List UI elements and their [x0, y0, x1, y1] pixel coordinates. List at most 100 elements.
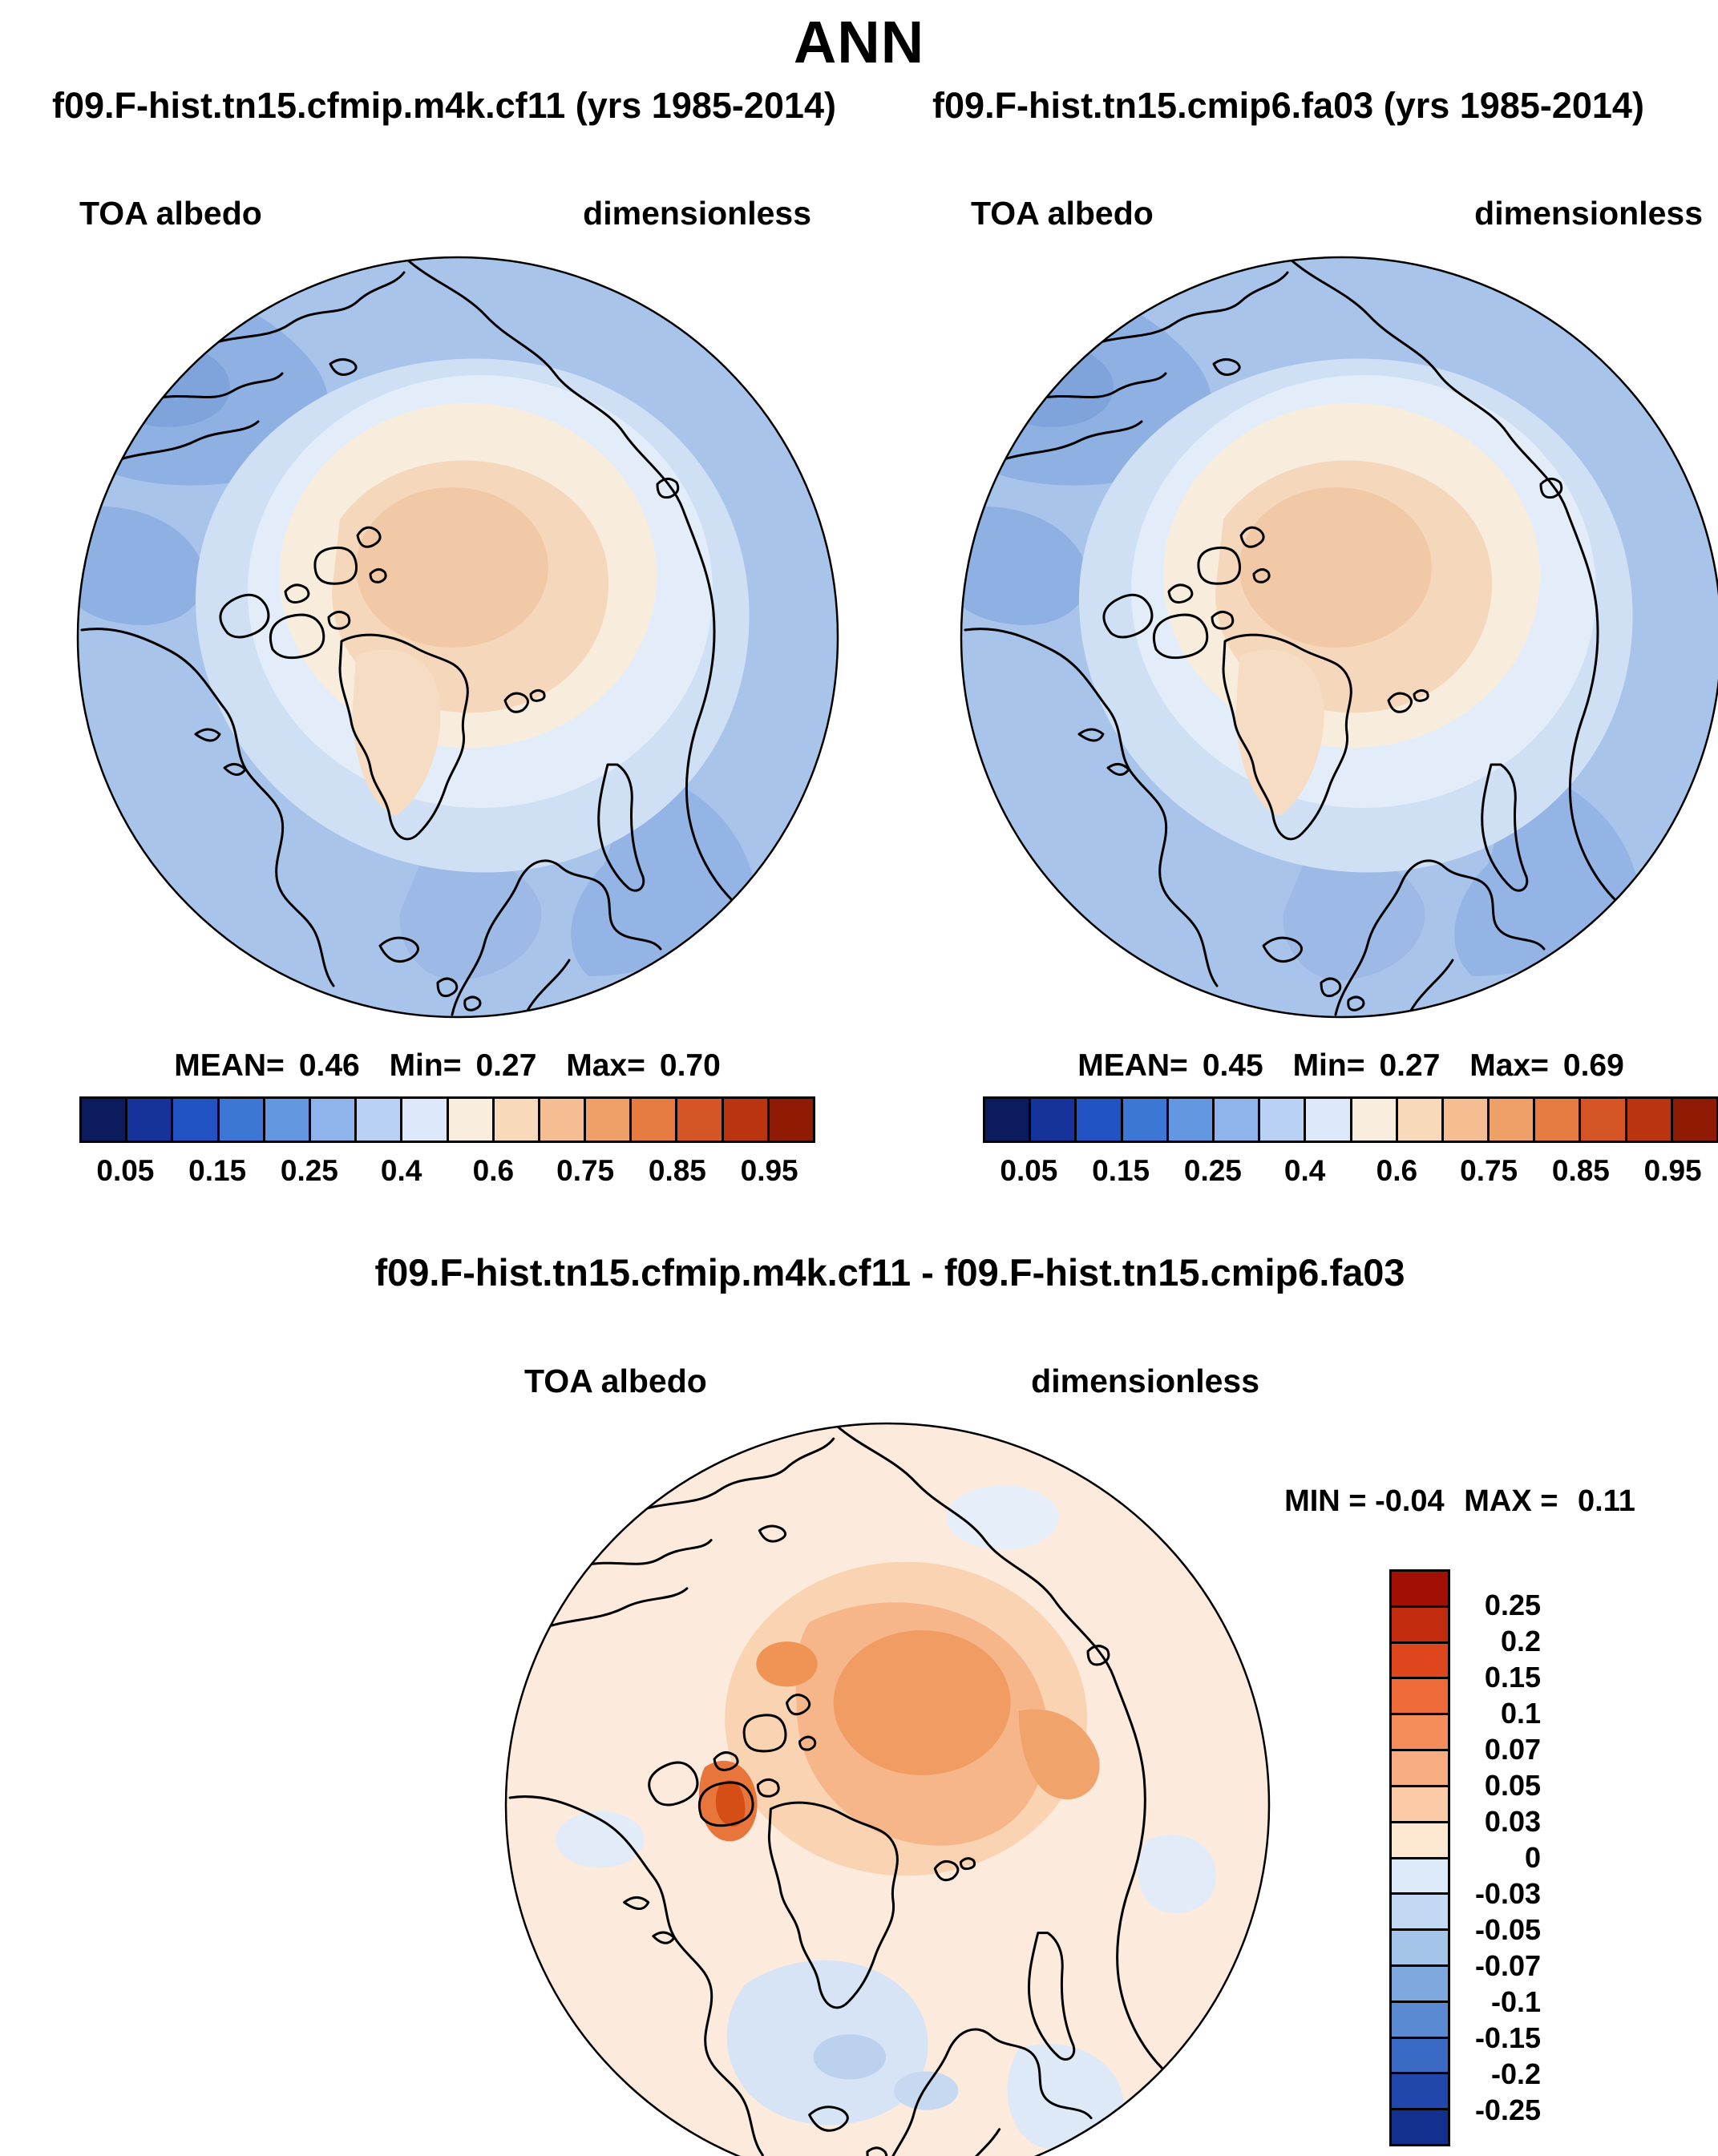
right-min-label: Min=	[1292, 1048, 1365, 1083]
diff-colorbar	[1389, 1569, 1450, 2146]
colorbar-tick-label: 0.6	[1376, 1154, 1418, 1187]
colorbar-segment	[586, 1099, 633, 1141]
diff-polar-map	[503, 1421, 1271, 2156]
colorbar-segment	[1306, 1099, 1352, 1141]
colorbar-segment	[1627, 1099, 1673, 1141]
colorbar-segment	[494, 1099, 540, 1141]
colorbar-tick-label: 0.95	[740, 1154, 798, 1187]
colorbar-segment	[1392, 1607, 1448, 1644]
right-mean-label: MEAN=	[1077, 1048, 1188, 1083]
diff-panel-title: f09.F-hist.tn15.cfmip.m4k.cf11 - f09.F-h…	[374, 1251, 1405, 1294]
left-albedo-colorbar-ticks: 0.05 0.15 0.25 0.4 0.6 0.75 0.85 0.95	[79, 1154, 815, 1194]
colorbar-segment	[1077, 1099, 1123, 1141]
right-albedo-colorbar-ticks: 0.05 0.15 0.25 0.4 0.6 0.75 0.85 0.95	[983, 1154, 1718, 1194]
colorbar-segment	[1260, 1099, 1307, 1141]
colorbar-segment	[1214, 1099, 1261, 1141]
left-polar-map	[75, 255, 840, 1019]
colorbar-tick-label: -0.03	[1474, 1877, 1541, 1910]
colorbar-segment	[402, 1099, 449, 1141]
colorbar-segment	[1535, 1099, 1582, 1141]
colorbar-tick-label: -0.07	[1474, 1949, 1541, 1982]
diff-variable-label: TOA albedo	[524, 1363, 707, 1399]
right-variable-label: TOA albedo	[971, 195, 1154, 232]
colorbar-tick-label: -0.05	[1474, 1913, 1541, 1946]
colorbar-tick-label: 0.15	[1092, 1154, 1150, 1187]
right-panel-title: f09.F-hist.tn15.cmip6.fa03 (yrs 1985-201…	[932, 85, 1644, 126]
colorbar-segment	[1392, 1751, 1448, 1787]
left-min-value: 0.27	[475, 1048, 537, 1083]
right-polar-map	[959, 255, 1718, 1019]
colorbar-tick-label: 0.15	[188, 1154, 247, 1187]
colorbar-tick-label: 0.85	[1551, 1154, 1610, 1187]
colorbar-tick-label: 0.2	[1500, 1625, 1541, 1657]
right-polar-map-svg	[960, 256, 1718, 1019]
colorbar-segment	[1168, 1099, 1215, 1141]
colorbar-segment	[82, 1099, 128, 1141]
colorbar-segment	[265, 1099, 311, 1141]
colorbar-tick-label: 0.85	[648, 1154, 706, 1187]
colorbar-segment	[127, 1099, 174, 1141]
colorbar-segment	[1392, 1931, 1448, 1967]
colorbar-segment	[540, 1099, 587, 1141]
colorbar-tick-label: 0.05	[1000, 1154, 1058, 1187]
colorbar-segment	[769, 1099, 813, 1141]
right-min-value: 0.27	[1379, 1048, 1441, 1083]
colorbar-segment	[1392, 1572, 1448, 1608]
colorbar-segment	[1352, 1099, 1398, 1141]
colorbar-tick-label: -0.2	[1490, 2057, 1541, 2090]
colorbar-segment	[1392, 1679, 1448, 1716]
left-min-label: Min=	[389, 1048, 462, 1083]
left-mean-value: 0.46	[298, 1048, 360, 1083]
diff-colorbar-ticks: 0.25 0.2 0.15 0.1 0.07 0.05 0.03 0 -0.03 -0.05 -0.…	[1461, 1569, 1541, 2146]
colorbar-segment	[1490, 1099, 1536, 1141]
colorbar-segment	[632, 1099, 678, 1141]
colorbar-segment	[1581, 1099, 1627, 1141]
colorbar-segment	[1392, 1966, 1448, 2003]
colorbar-segment	[1392, 1715, 1448, 1752]
diff-units-label: dimensionless	[1031, 1363, 1259, 1399]
colorbar-tick-label: 0.25	[1183, 1154, 1242, 1187]
colorbar-segment	[1392, 2110, 1448, 2144]
left-var-row: TOA albedo dimensionless	[79, 195, 811, 232]
colorbar-segment	[1397, 1099, 1444, 1141]
colorbar-tick-label: 0.4	[380, 1154, 422, 1187]
page-title: ANN	[793, 9, 925, 75]
diff-stats-row: MIN = -0.04 MAX = 0.11	[1259, 1484, 1660, 1519]
colorbar-tick-label: 0.15	[1484, 1661, 1541, 1694]
colorbar-segment	[985, 1099, 1032, 1141]
diff-polar-map-svg	[504, 1422, 1271, 2156]
colorbar-tick-label: 0	[1524, 1841, 1541, 1874]
diff-max-label: MAX =	[1464, 1484, 1558, 1518]
colorbar-tick-label: 0.95	[1643, 1154, 1702, 1187]
left-max-value: 0.70	[659, 1048, 721, 1083]
diff-var-row: TOA albedo dimensionless	[524, 1363, 1259, 1400]
colorbar-tick-label: -0.25	[1474, 2093, 1541, 2126]
left-mean-label: MEAN=	[174, 1048, 285, 1083]
right-units-label: dimensionless	[1474, 195, 1703, 232]
colorbar-segment	[1392, 1823, 1448, 1859]
right-max-label: Max=	[1469, 1048, 1549, 1083]
left-variable-label: TOA albedo	[79, 195, 262, 232]
colorbar-segment	[1122, 1099, 1169, 1141]
colorbar-segment	[173, 1099, 220, 1141]
diff-max-value: 0.11	[1578, 1484, 1635, 1518]
colorbar-segment	[1392, 2002, 1448, 2039]
left-max-label: Max=	[566, 1048, 645, 1083]
colorbar-segment	[219, 1099, 265, 1141]
left-stats-row: MEAN= 0.46 Min= 0.27 Max= 0.70	[79, 1048, 815, 1084]
colorbar-tick-label: 0.6	[472, 1154, 515, 1187]
colorbar-segment	[448, 1099, 495, 1141]
colorbar-segment	[1392, 2074, 1448, 2111]
colorbar-tick-label: 0.75	[1460, 1154, 1518, 1187]
left-units-label: dimensionless	[583, 195, 811, 232]
colorbar-segment	[1672, 1099, 1716, 1141]
colorbar-segment	[723, 1099, 770, 1141]
colorbar-segment	[1392, 1859, 1448, 1896]
colorbar-tick-label: 0.1	[1500, 1697, 1541, 1730]
colorbar-segment	[1392, 1643, 1448, 1680]
colorbar-tick-label: -0.1	[1490, 1985, 1541, 2018]
right-mean-value: 0.45	[1202, 1048, 1263, 1083]
colorbar-segment	[310, 1099, 358, 1141]
colorbar-segment	[1392, 1895, 1448, 1932]
colorbar-segment	[1392, 1787, 1448, 1823]
